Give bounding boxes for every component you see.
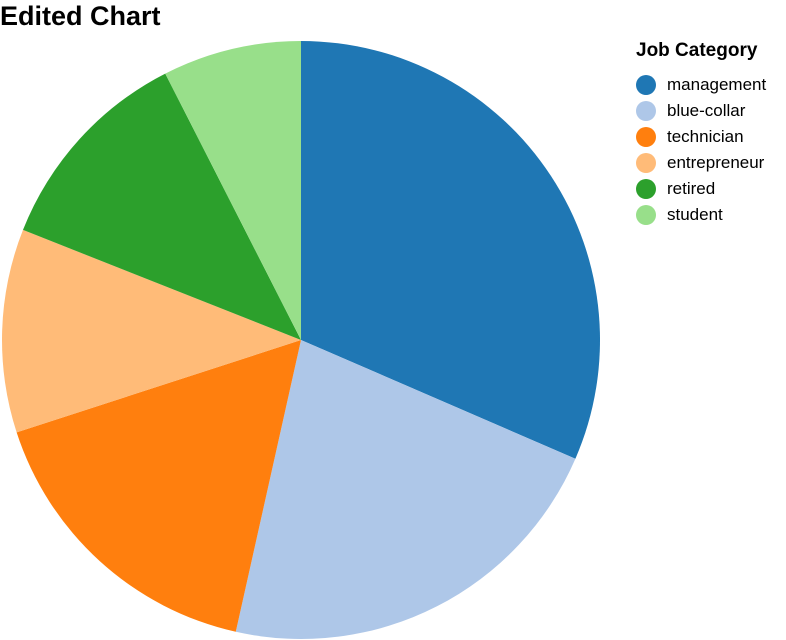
pie-slice-technician bbox=[16, 340, 302, 632]
pie-slice-management bbox=[301, 41, 600, 459]
legend-label: technician bbox=[667, 127, 744, 146]
legend-item-entrepreneur: entrepreneur bbox=[636, 150, 766, 176]
legend: Job Category management blue-collar techni… bbox=[636, 40, 766, 228]
legend-title: Job Category bbox=[636, 40, 758, 61]
legend-items: management blue-collar technician entrepren… bbox=[636, 72, 766, 228]
legend-label: retired bbox=[667, 179, 716, 198]
legend-swatch bbox=[636, 127, 656, 147]
legend-label: management bbox=[667, 75, 767, 94]
legend-swatch bbox=[636, 75, 656, 95]
legend-swatch bbox=[636, 179, 656, 199]
legend-item-management: management bbox=[636, 72, 766, 98]
pie-slice-blue-collar bbox=[235, 340, 576, 639]
pie-slice-retired bbox=[22, 73, 302, 340]
legend-label: blue-collar bbox=[667, 101, 746, 120]
legend-label: student bbox=[667, 205, 723, 224]
legend-item-student: student bbox=[636, 202, 766, 228]
legend-swatch bbox=[636, 101, 656, 121]
legend-label: entrepreneur bbox=[667, 153, 765, 172]
pie-slice-entrepreneur bbox=[1, 229, 301, 433]
legend-item-technician: technician bbox=[636, 124, 766, 150]
legend-swatch bbox=[636, 153, 656, 173]
chart-title: Edited Chart bbox=[0, 1, 161, 31]
legend-item-retired: retired bbox=[636, 176, 766, 202]
legend-swatch bbox=[636, 205, 656, 225]
legend-item-blue-collar: blue-collar bbox=[636, 98, 766, 124]
pie-slice-student bbox=[165, 41, 301, 340]
